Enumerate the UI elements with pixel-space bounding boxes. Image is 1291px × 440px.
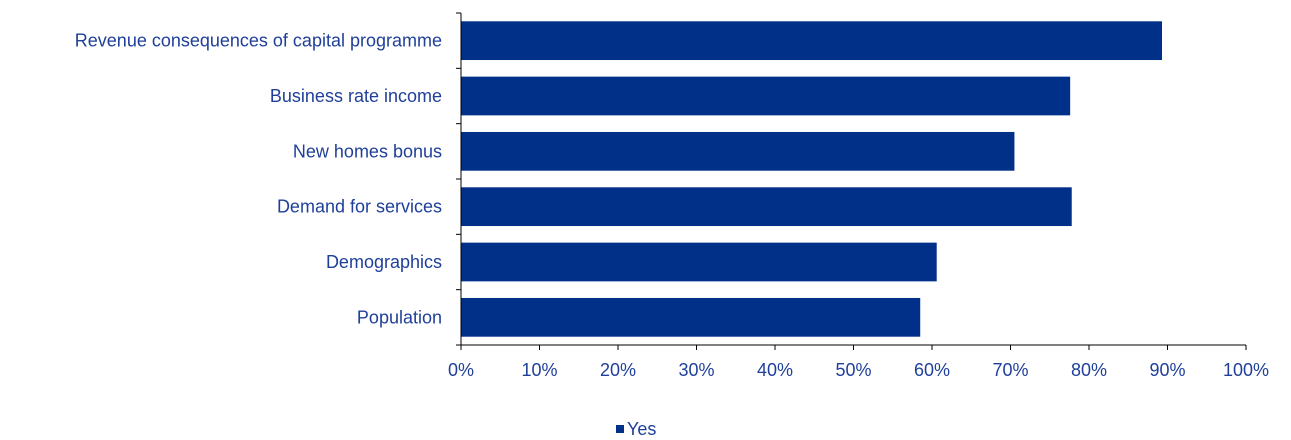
bars-group bbox=[461, 21, 1163, 337]
x-tick-label-3: 30% bbox=[678, 360, 714, 380]
bar-3 bbox=[461, 187, 1072, 227]
x-tick-label-7: 70% bbox=[992, 360, 1028, 380]
x-tick-label-10: 100% bbox=[1223, 360, 1269, 380]
x-tick-label-2: 20% bbox=[600, 360, 636, 380]
legend-swatch-yes bbox=[616, 425, 624, 433]
x-tick-label-1: 10% bbox=[521, 360, 557, 380]
axes-group bbox=[456, 12, 1247, 350]
bar-1 bbox=[461, 76, 1071, 116]
x-tick-label-6: 60% bbox=[914, 360, 950, 380]
category-labels: Revenue consequences of capital programm… bbox=[75, 31, 442, 328]
x-tick-label-0: 0% bbox=[448, 360, 474, 380]
x-tick-labels: 0% 10% 20% 30% 40% 50% 60% 70% 80% 90% 100% bbox=[448, 360, 1269, 380]
category-label-4: Demographics bbox=[326, 252, 442, 272]
bar-5 bbox=[461, 297, 921, 337]
category-label-0: Revenue consequences of capital programm… bbox=[75, 31, 442, 51]
x-tick-label-4: 40% bbox=[757, 360, 793, 380]
category-label-3: Demand for services bbox=[277, 197, 442, 217]
category-label-5: Population bbox=[357, 307, 442, 327]
category-label-1: Business rate income bbox=[270, 86, 442, 106]
legend-label-yes: Yes bbox=[627, 419, 656, 439]
bar-0 bbox=[461, 21, 1163, 61]
bar-4 bbox=[461, 242, 937, 282]
category-label-2: New homes bonus bbox=[293, 141, 442, 161]
x-tick-label-8: 80% bbox=[1071, 360, 1107, 380]
x-tick-label-5: 50% bbox=[835, 360, 871, 380]
x-tick-label-9: 90% bbox=[1149, 360, 1185, 380]
bar-2 bbox=[461, 131, 1015, 171]
legend: Yes bbox=[616, 419, 656, 439]
